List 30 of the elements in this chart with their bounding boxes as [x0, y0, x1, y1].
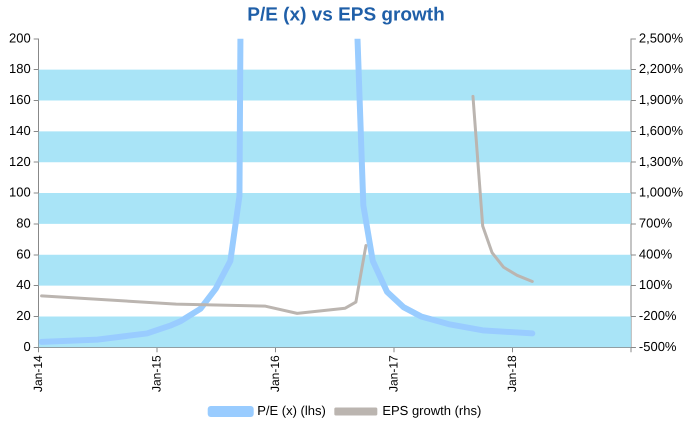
y2-tick-label: 1,600%: [638, 122, 684, 138]
y2-tick-label: 1,300%: [638, 154, 684, 169]
y-tick-label: 60: [16, 246, 31, 262]
x-tick-label: Jan-15: [149, 354, 164, 392]
y-tick-label: 20: [16, 308, 31, 324]
y-tick-label: 140: [8, 122, 31, 138]
y-tick-label: 80: [16, 215, 31, 230]
x-tick-label: Jan-18: [504, 354, 519, 392]
y2-tick-label: 400%: [638, 246, 673, 262]
x-tick-label: Jan-17: [386, 354, 400, 392]
y-tick-label: 0: [23, 338, 31, 354]
legend-label: EPS growth (rhs): [382, 403, 482, 418]
y2-tick-label: 700%: [638, 215, 673, 230]
y2-tick-label: -500%: [638, 338, 677, 354]
y-tick-label: 100: [8, 184, 31, 200]
y2-tick-label: 1,000%: [638, 184, 684, 200]
y2-tick-label: 2,500%: [638, 30, 684, 46]
chart-title: P/E (x) vs EPS growth: [247, 4, 445, 26]
y-tick-label: 120: [8, 154, 31, 169]
x-tick-label: Jan-16: [268, 354, 282, 392]
y2-tick-label: 1,900%: [638, 92, 684, 108]
y-tick-label: 40: [16, 277, 31, 292]
y-tick-label: 200: [8, 30, 31, 46]
y2-tick-label: 2,200%: [638, 61, 684, 76]
legend-label: P/E (x) (lhs): [257, 403, 326, 418]
y-tick-label: 160: [8, 92, 31, 108]
x-tick-label: Jan-14: [31, 354, 45, 392]
y2-tick-label: -200%: [638, 308, 677, 324]
y-tick-label: 180: [8, 61, 31, 76]
y2-tick-label: 100%: [638, 277, 673, 292]
